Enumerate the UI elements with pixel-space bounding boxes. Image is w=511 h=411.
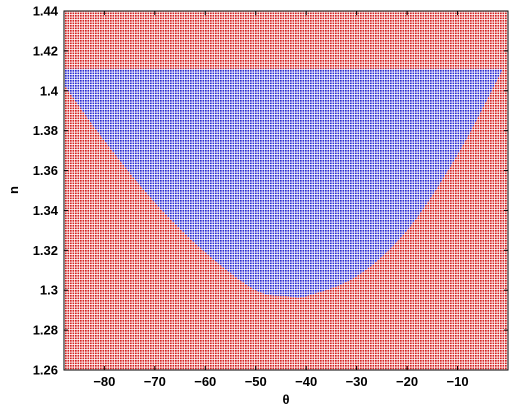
x-tick-label: −10 [447,374,469,389]
y-tick-label: 1.28 [33,323,58,338]
plot-frame [63,10,509,371]
x-axis-label: θ [282,392,289,407]
y-tick-label: 1.32 [33,243,58,258]
y-tick-label: 1.4 [40,83,59,98]
inside-region [64,68,503,298]
y-axis: 1.26 1.28 1.3 1.32 1.34 1.36 1.38 1.4 1.42 1.44 [33,4,508,378]
y-axis-label: n [6,186,21,194]
x-tick-label: −20 [396,374,418,389]
x-tick-label: −70 [144,374,166,389]
y-tick-label: 1.26 [33,363,58,378]
x-tick-label: −50 [245,374,267,389]
x-axis: −80 −70 −60 −50 −40 −30 −20 −10 [93,11,469,389]
plot-area [64,11,508,370]
y-tick-label: 1.42 [33,43,58,58]
x-tick-label: −80 [93,374,115,389]
x-tick-label: −40 [295,374,317,389]
x-tick-label: −60 [194,374,216,389]
y-tick-label: 1.38 [33,123,58,138]
y-tick-label: 1.3 [40,283,58,298]
y-tick-label: 1.34 [33,203,59,218]
y-tick-label: 1.36 [33,163,58,178]
y-tick-label: 1.44 [33,4,59,19]
x-tick-label: −30 [346,374,368,389]
